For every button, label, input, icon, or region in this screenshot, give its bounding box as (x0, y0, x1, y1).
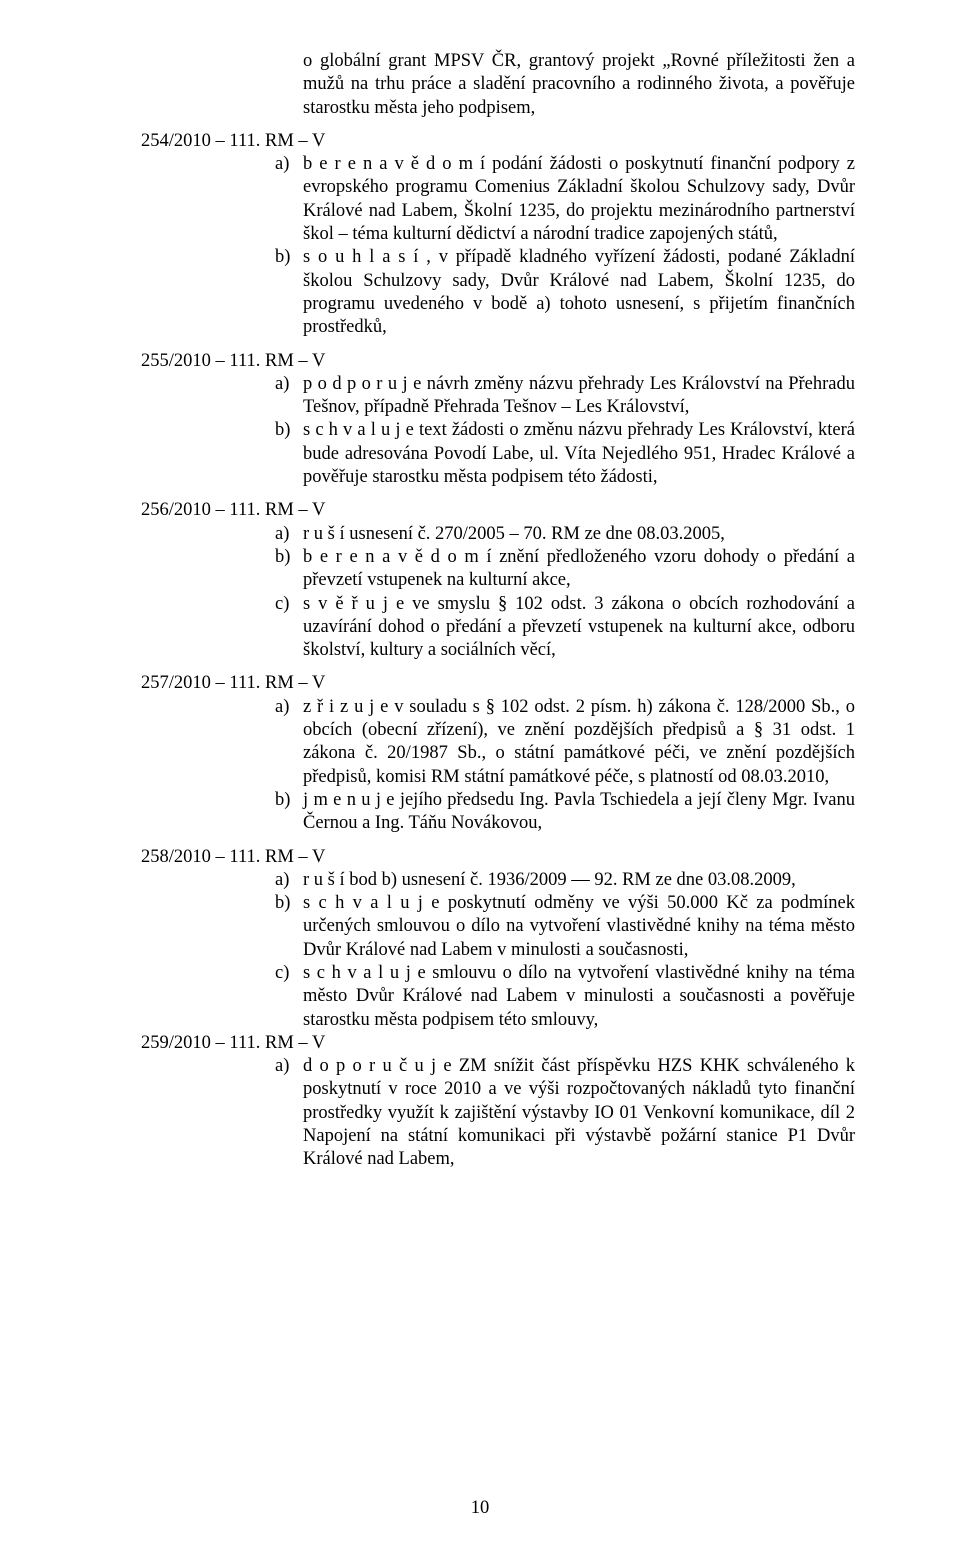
resolution-header: 255/2010 – 111. RM – V (105, 350, 855, 373)
page-number-text: 10 (471, 1498, 490, 1518)
resolution-a-text: r u š í usnesení č. 270/2005 – 70. RM ze… (303, 524, 725, 544)
resolution-256: 256/2010 – 111. RM – V a)r u š í usnesen… (105, 499, 855, 662)
resolution-255: 255/2010 – 111. RM – V a)p o d p o r u j… (105, 350, 855, 490)
resolution-258: 258/2010 – 111. RM – V a)r u š í bod b) … (105, 846, 855, 1032)
resolution-item-a: a)b e r e n a v ě d o m í podání žádosti… (105, 153, 855, 246)
list-label-a: a) (275, 696, 303, 719)
intro-paragraph: o globální grant MPSV ČR, grantový proje… (105, 50, 855, 120)
resolution-item-a: a)r u š í bod b) usnesení č. 1936/2009 —… (105, 869, 855, 892)
list-label-a: a) (275, 1055, 303, 1078)
list-label-b: b) (275, 419, 303, 442)
resolution-c-text: s c h v a l u j e smlouvu o dílo na vytv… (303, 963, 855, 1030)
resolution-header-text: 254/2010 – 111. RM – V (141, 131, 325, 151)
resolution-header-text: 256/2010 – 111. RM – V (141, 500, 325, 520)
resolution-a-text: p o d p o r u j e návrh změny názvu přeh… (303, 374, 855, 417)
list-label-b: b) (275, 546, 303, 569)
resolution-item-b: b)s o u h l a s í , v případě kladného v… (105, 246, 855, 339)
resolution-item-c: c)s v ě ř u j e ve smyslu § 102 odst. 3 … (105, 593, 855, 663)
list-label-a: a) (275, 373, 303, 396)
resolution-c-text: s v ě ř u j e ve smyslu § 102 odst. 3 zá… (303, 594, 855, 661)
resolution-item-b: b)s c h v a l u j e poskytnutí odměny ve… (105, 892, 855, 962)
resolution-a-text: b e r e n a v ě d o m í podání žádosti o… (303, 154, 855, 244)
list-label-a: a) (275, 153, 303, 176)
document-page: o globální grant MPSV ČR, grantový proje… (0, 0, 960, 1547)
resolution-header: 256/2010 – 111. RM – V (105, 499, 855, 522)
list-label-c: c) (275, 962, 303, 985)
resolution-header-text: 258/2010 – 111. RM – V (141, 847, 325, 867)
list-label-b: b) (275, 246, 303, 269)
list-label-a: a) (275, 869, 303, 892)
resolution-a-text: r u š í bod b) usnesení č. 1936/2009 — 9… (303, 870, 796, 890)
list-label-b: b) (275, 892, 303, 915)
resolution-header: 257/2010 – 111. RM – V (105, 672, 855, 695)
resolution-257: 257/2010 – 111. RM – V a)z ř i z u j e v… (105, 672, 855, 835)
resolution-header: 258/2010 – 111. RM – V (105, 846, 855, 869)
resolution-a-text: z ř i z u j e v souladu s § 102 odst. 2 … (303, 697, 855, 787)
page-number: 10 (0, 1498, 960, 1519)
resolution-header-text: 255/2010 – 111. RM – V (141, 351, 325, 371)
list-label-b: b) (275, 789, 303, 812)
resolution-item-b: b)j m e n u j e jejího předsedu Ing. Pav… (105, 789, 855, 836)
list-label-a: a) (275, 523, 303, 546)
resolution-header-text: 259/2010 – 111. RM – V (141, 1033, 325, 1053)
resolution-254: 254/2010 – 111. RM – V a)b e r e n a v ě… (105, 130, 855, 340)
resolution-header: 259/2010 – 111. RM – V (105, 1032, 855, 1055)
resolution-header-text: 257/2010 – 111. RM – V (141, 673, 325, 693)
resolution-a-text: d o p o r u č u j e ZM snížit část přísp… (303, 1056, 855, 1169)
resolution-b-text: s c h v a l u j e poskytnutí odměny ve v… (303, 893, 855, 960)
resolution-item-c: c)s c h v a l u j e smlouvu o dílo na vy… (105, 962, 855, 1032)
resolution-item-a: a)d o p o r u č u j e ZM snížit část pří… (105, 1055, 855, 1171)
resolution-b-text: b e r e n a v ě d o m í znění předložené… (303, 547, 855, 590)
resolution-item-a: a)p o d p o r u j e návrh změny názvu př… (105, 373, 855, 420)
resolution-item-a: a)r u š í usnesení č. 270/2005 – 70. RM … (105, 523, 855, 546)
resolution-item-a: a)z ř i z u j e v souladu s § 102 odst. … (105, 696, 855, 789)
resolution-b-text: s c h v a l u j e text žádosti o změnu n… (303, 420, 855, 487)
resolution-b-text: s o u h l a s í , v případě kladného vyř… (303, 247, 855, 337)
resolution-header: 254/2010 – 111. RM – V (105, 130, 855, 153)
resolution-item-b: b)b e r e n a v ě d o m í znění předlože… (105, 546, 855, 593)
resolution-b-text: j m e n u j e jejího předsedu Ing. Pavla… (303, 790, 855, 833)
intro-text: o globální grant MPSV ČR, grantový proje… (303, 51, 855, 118)
resolution-259: 259/2010 – 111. RM – V a)d o p o r u č u… (105, 1032, 855, 1172)
resolution-item-b: b)s c h v a l u j e text žádosti o změnu… (105, 419, 855, 489)
list-label-c: c) (275, 593, 303, 616)
